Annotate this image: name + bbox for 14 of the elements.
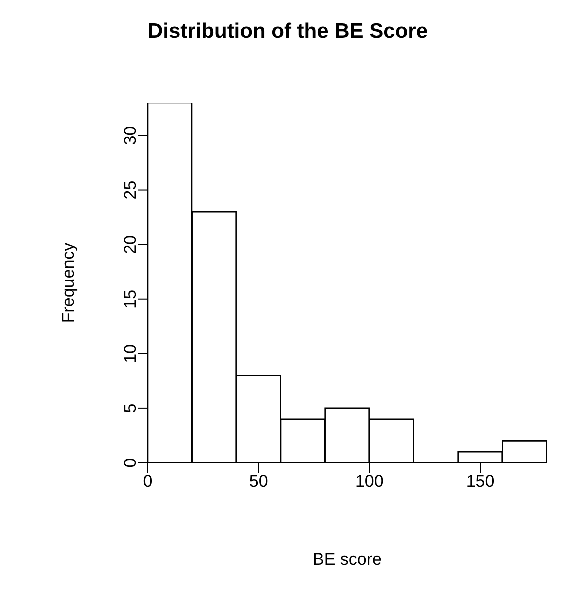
y-tick-label: 25	[121, 180, 140, 200]
x-tick-label: 50	[249, 472, 268, 492]
y-tick-label: 20	[121, 235, 140, 254]
x-axis-title: BE score	[313, 550, 382, 570]
y-tick-label: 5	[121, 404, 140, 414]
x-tick-label: 0	[143, 472, 153, 492]
y-tick-label: 0	[121, 458, 140, 468]
y-tick-label: 30	[121, 126, 140, 146]
x-tick-label: 100	[355, 472, 384, 492]
y-tick-label: 10	[121, 344, 140, 364]
chart-title: Distribution of the BE Score	[146, 20, 429, 44]
y-tick-label: 15	[121, 290, 140, 309]
y-axis-title: Frequency	[59, 242, 78, 324]
x-tick-label: 150	[466, 472, 495, 492]
